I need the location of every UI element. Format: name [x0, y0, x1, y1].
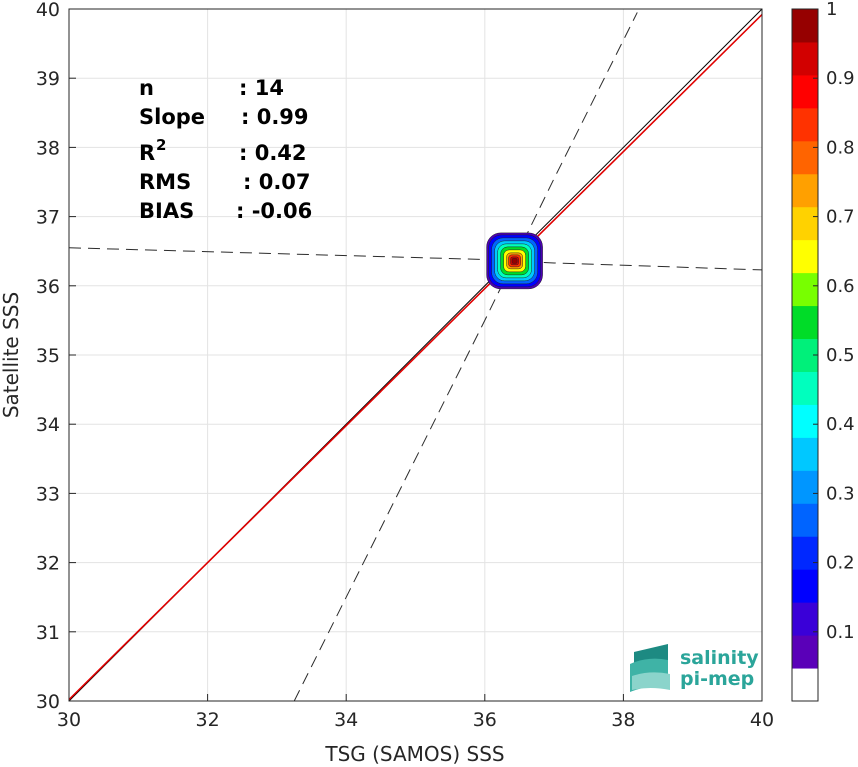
y-tick-label: 32	[36, 553, 60, 575]
colorbar-segment	[792, 74, 818, 109]
y-tick-label: 35	[36, 345, 60, 367]
data-layer	[69, 9, 762, 701]
colorbar-segment	[792, 173, 818, 208]
colorbar-segment	[792, 470, 818, 504]
x-tick-label: 36	[473, 709, 497, 731]
colorbar-tick-label: 0.5	[826, 345, 855, 366]
colorbar-tick-label: 0.4	[826, 414, 855, 435]
colorbar-segment	[792, 569, 818, 603]
colorbar-segment	[792, 437, 818, 471]
stat-superscript: 2	[156, 136, 166, 154]
x-tick-label: 40	[750, 709, 774, 731]
y-tick-label: 37	[36, 207, 60, 229]
stat-value: : 14	[239, 76, 284, 100]
colorbar-segment	[792, 404, 818, 438]
colorbar-segment	[792, 140, 818, 175]
x-tick-label: 38	[611, 709, 635, 731]
stat-label: R	[139, 141, 155, 165]
colorbar-tick-label: 0.7	[826, 207, 855, 228]
stat-value: : -0.06	[236, 199, 312, 223]
colorbar-segment	[792, 503, 818, 537]
colorbar-segment	[792, 536, 818, 570]
stats-box: n : 14 Slope : 0.99 R 2 : 0.42 RMS : 0.07 BIAS : -…	[139, 76, 312, 223]
x-tick-label: 34	[334, 709, 358, 731]
colorbar-tick-label: 0.1	[826, 622, 855, 643]
stat-value: : 0.07	[243, 170, 311, 194]
stat-label: BIAS	[139, 199, 194, 223]
dashed-envelope-line-2	[69, 247, 762, 271]
grid-lines	[68, 8, 763, 702]
colorbar-segment	[792, 107, 818, 142]
y-axis-label: Satellite SSS	[0, 292, 23, 418]
colorbar-segment	[792, 272, 818, 307]
x-tick-label: 32	[196, 709, 220, 731]
y-tick-label: 34	[36, 414, 60, 436]
colorbar-segment	[792, 668, 818, 702]
y-tick-label: 30	[36, 691, 60, 713]
stat-label: RMS	[139, 170, 191, 194]
colorbar-tick-label: 1	[826, 0, 837, 20]
fit-line	[69, 13, 762, 701]
colorbar-tick-label: 0.2	[826, 553, 855, 574]
y-tick-label: 40	[36, 0, 60, 21]
colorbar-tick-label: 0.3	[826, 483, 855, 504]
y-tick-label: 31	[36, 622, 60, 644]
colorbar-segment	[792, 9, 818, 43]
density-contour	[511, 258, 518, 264]
y-tick-label: 36	[36, 276, 60, 298]
colorbar: 0.1 0.2 0.3 0.4 0.5 0.6 0.7 0.8 0.9 1	[791, 0, 855, 702]
x-axis-ticks: 30 32 34 36 38 40	[57, 694, 774, 731]
salinity-pi-mep-logo: salinity pi-mep	[630, 644, 759, 692]
colorbar-segment	[792, 239, 818, 274]
logo-text-salinity: salinity	[680, 647, 759, 669]
stat-label: n	[139, 76, 154, 100]
colorbar-segment	[792, 305, 818, 340]
logo-text-pi-mep: pi-mep	[680, 668, 754, 690]
colorbar-segment	[792, 206, 818, 241]
stat-value: : 0.99	[241, 105, 309, 129]
colorbar-tick-label: 0.9	[826, 68, 855, 89]
x-axis-label: TSG (SAMOS) SSS	[324, 742, 504, 766]
y-tick-label: 33	[36, 483, 60, 505]
colorbar-segment	[792, 41, 818, 76]
y-tick-label: 38	[36, 137, 60, 159]
wave-logo-icon	[630, 644, 670, 692]
colorbar-segment	[792, 602, 818, 636]
y-axis-ticks: 30 31 32 33 34 35 36 37 38 39 40	[36, 0, 76, 713]
colorbar-segment	[792, 635, 818, 669]
colorbar-tick-label: 0.8	[826, 137, 855, 158]
stat-label: Slope	[139, 105, 205, 129]
stat-value: : 0.42	[239, 141, 307, 165]
colorbar-tick-label: 0.6	[826, 276, 855, 297]
x-tick-label: 30	[57, 709, 81, 731]
y-tick-label: 39	[36, 68, 60, 90]
colorbar-segment	[792, 371, 818, 405]
